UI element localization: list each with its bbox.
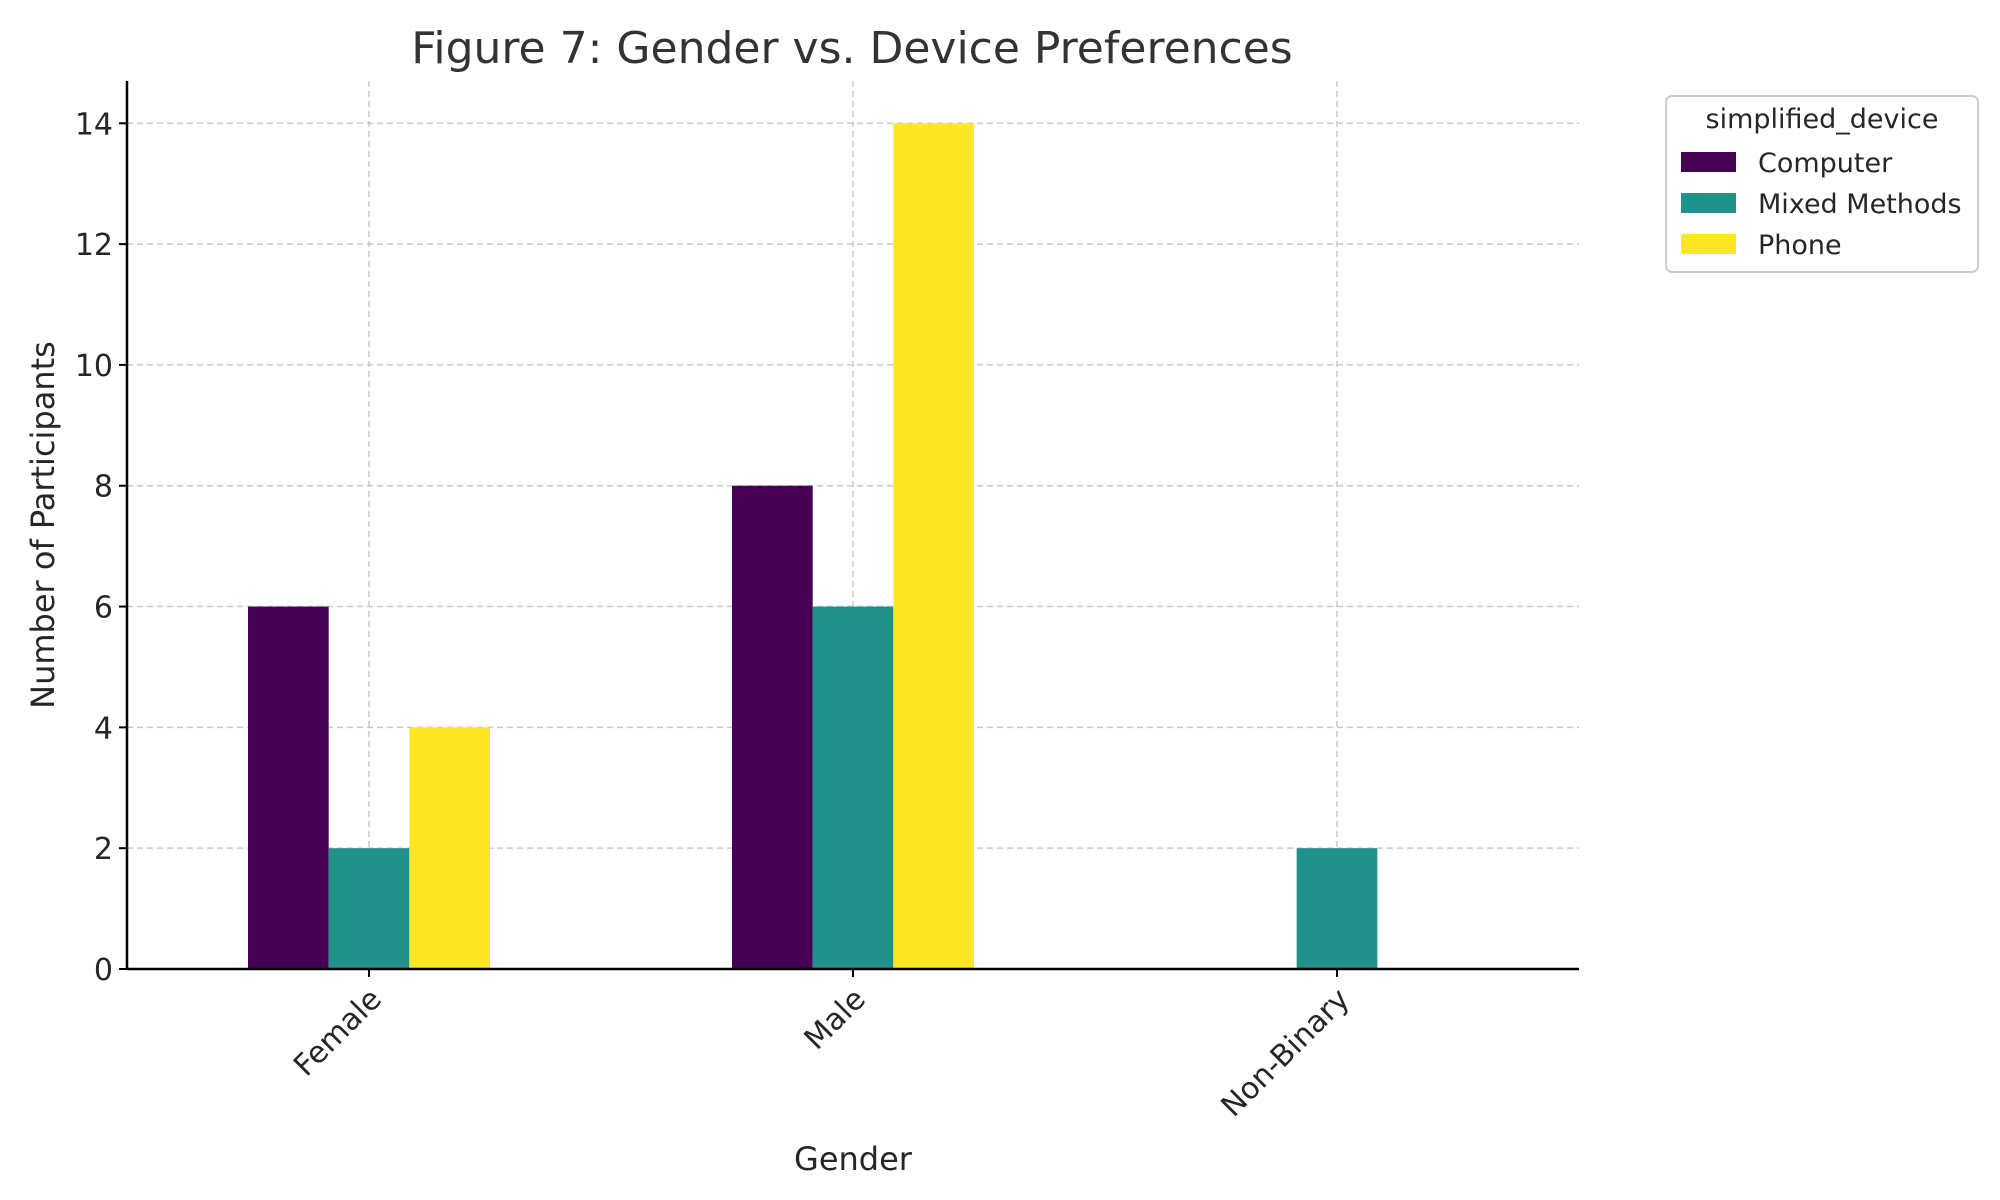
bar-mixed-methods-female	[328, 848, 410, 969]
bar-mixed-methods-non-binary	[1296, 848, 1378, 969]
y-tick-label: 8	[94, 470, 113, 505]
legend-label: Computer	[1758, 148, 1893, 179]
legend-swatch	[1681, 193, 1736, 213]
y-ticks: 0 2 4 6 8 10 12 14	[75, 107, 127, 988]
y-tick-label: 14	[75, 107, 113, 142]
x-axis-label: Gender	[794, 1140, 913, 1178]
legend-label: Phone	[1758, 230, 1842, 261]
y-tick-label: 10	[75, 349, 113, 384]
y-tick-label: 0	[94, 953, 113, 988]
legend-frame	[1665, 95, 1979, 273]
y-tick-label: 4	[94, 711, 113, 746]
x-ticks: Female Male Non-Binary	[287, 969, 1357, 1124]
bar-phone-male	[893, 123, 974, 970]
legend-swatch	[1681, 152, 1736, 172]
x-tick-label: Male	[798, 982, 873, 1057]
legend-title: simplified_device	[1706, 104, 1939, 135]
bar-computer-male	[732, 485, 813, 969]
y-tick-label: 12	[75, 228, 113, 263]
x-tick-label: Non-Binary	[1215, 982, 1357, 1124]
y-tick-label: 6	[94, 591, 113, 626]
bar-mixed-methods-male	[812, 606, 894, 969]
legend-items: Computer Mixed Methods Phone	[1681, 148, 1962, 261]
bars	[248, 123, 1378, 970]
bar-phone-female	[409, 727, 490, 969]
x-tick-label: Female	[287, 982, 388, 1083]
legend-label: Mixed Methods	[1758, 189, 1962, 220]
legend-swatch	[1681, 234, 1736, 254]
legend: simplified_device Computer Mixed Methods P…	[1665, 95, 1979, 273]
bar-computer-female	[248, 606, 329, 969]
y-axis-label: Number of Participants	[24, 341, 62, 709]
chart-title: Figure 7: Gender vs. Device Preferences	[411, 23, 1292, 74]
y-tick-label: 2	[94, 832, 113, 867]
